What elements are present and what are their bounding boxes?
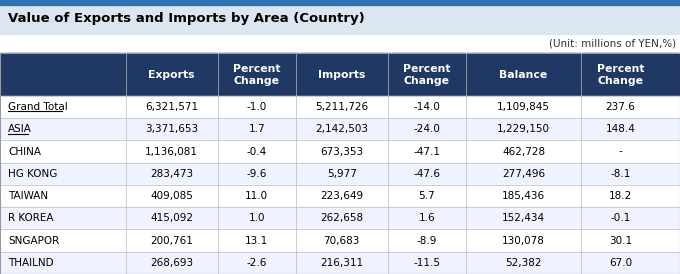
Text: 13.1: 13.1 (245, 236, 269, 246)
Text: 6,321,571: 6,321,571 (145, 102, 199, 112)
Text: 1.6: 1.6 (418, 213, 435, 223)
Text: 70,683: 70,683 (324, 236, 360, 246)
Bar (0, 53, 680, 274)
Text: 409,085: 409,085 (150, 191, 193, 201)
Text: 1,136,081: 1,136,081 (146, 147, 198, 156)
Text: 415,092: 415,092 (150, 213, 193, 223)
Bar (0, 252, 680, 274)
Text: 262,658: 262,658 (320, 213, 363, 223)
Bar (0, 207, 680, 230)
Text: 1.7: 1.7 (248, 124, 265, 134)
Text: -8.1: -8.1 (611, 169, 630, 179)
Text: 1,109,845: 1,109,845 (497, 102, 550, 112)
Text: THAILND: THAILND (8, 258, 54, 268)
Text: 200,761: 200,761 (150, 236, 193, 246)
Text: ASIA: ASIA (8, 124, 32, 134)
Text: 1.0: 1.0 (248, 213, 265, 223)
Text: Percent
Change: Percent Change (597, 64, 644, 86)
Text: 130,078: 130,078 (502, 236, 545, 246)
Text: SNGAPOR: SNGAPOR (8, 236, 59, 246)
Text: 11.0: 11.0 (245, 191, 269, 201)
Text: 5,211,726: 5,211,726 (315, 102, 369, 112)
Text: -2.6: -2.6 (247, 258, 267, 268)
Text: 5,977: 5,977 (327, 169, 356, 179)
Bar (0, 230, 680, 252)
Text: -0.4: -0.4 (247, 147, 267, 156)
Text: 277,496: 277,496 (502, 169, 545, 179)
Text: 3,371,653: 3,371,653 (145, 124, 199, 134)
Text: -24.0: -24.0 (413, 124, 440, 134)
Text: CHINA: CHINA (8, 147, 41, 156)
Text: -0.1: -0.1 (611, 213, 630, 223)
Text: 216,311: 216,311 (320, 258, 363, 268)
Text: 52,382: 52,382 (505, 258, 542, 268)
Text: Percent
Change: Percent Change (403, 64, 450, 86)
Text: -8.9: -8.9 (417, 236, 437, 246)
Bar (0, 141, 680, 163)
Text: -9.6: -9.6 (247, 169, 267, 179)
Bar (0, 163, 680, 185)
Text: 1,229,150: 1,229,150 (497, 124, 550, 134)
Bar (0, 0, 680, 34)
Text: 268,693: 268,693 (150, 258, 193, 268)
Text: Imports: Imports (318, 70, 365, 80)
Text: Exports: Exports (148, 70, 195, 80)
Text: 67.0: 67.0 (609, 258, 632, 268)
Text: 673,353: 673,353 (320, 147, 363, 156)
Bar (0, 118, 680, 141)
Text: -47.6: -47.6 (413, 169, 440, 179)
Text: 30.1: 30.1 (609, 236, 632, 246)
Text: Percent
Change: Percent Change (233, 64, 280, 86)
Text: 5.7: 5.7 (418, 191, 435, 201)
Text: -47.1: -47.1 (413, 147, 440, 156)
Text: -11.5: -11.5 (413, 258, 440, 268)
Text: Value of Exports and Imports by Area (Country): Value of Exports and Imports by Area (Co… (8, 12, 365, 25)
Bar (0, 53, 680, 96)
Text: 2,142,503: 2,142,503 (316, 124, 368, 134)
Text: 223,649: 223,649 (320, 191, 363, 201)
Text: 462,728: 462,728 (502, 147, 545, 156)
Text: 283,473: 283,473 (150, 169, 193, 179)
Text: Grand Total: Grand Total (8, 102, 68, 112)
Text: 152,434: 152,434 (502, 213, 545, 223)
Text: -: - (619, 147, 622, 156)
Text: 148.4: 148.4 (606, 124, 635, 134)
Bar (0, 0, 680, 5)
Text: HG KONG: HG KONG (8, 169, 58, 179)
Text: 237.6: 237.6 (606, 102, 635, 112)
Text: TAIWAN: TAIWAN (8, 191, 48, 201)
Text: (Unit: millions of YEN,%): (Unit: millions of YEN,%) (549, 39, 677, 49)
Bar (0, 96, 680, 118)
Text: 18.2: 18.2 (609, 191, 632, 201)
Text: R KOREA: R KOREA (8, 213, 54, 223)
Text: -14.0: -14.0 (413, 102, 440, 112)
Bar (0, 185, 680, 207)
Text: -1.0: -1.0 (247, 102, 267, 112)
Text: 185,436: 185,436 (502, 191, 545, 201)
Text: Balance: Balance (500, 70, 547, 80)
